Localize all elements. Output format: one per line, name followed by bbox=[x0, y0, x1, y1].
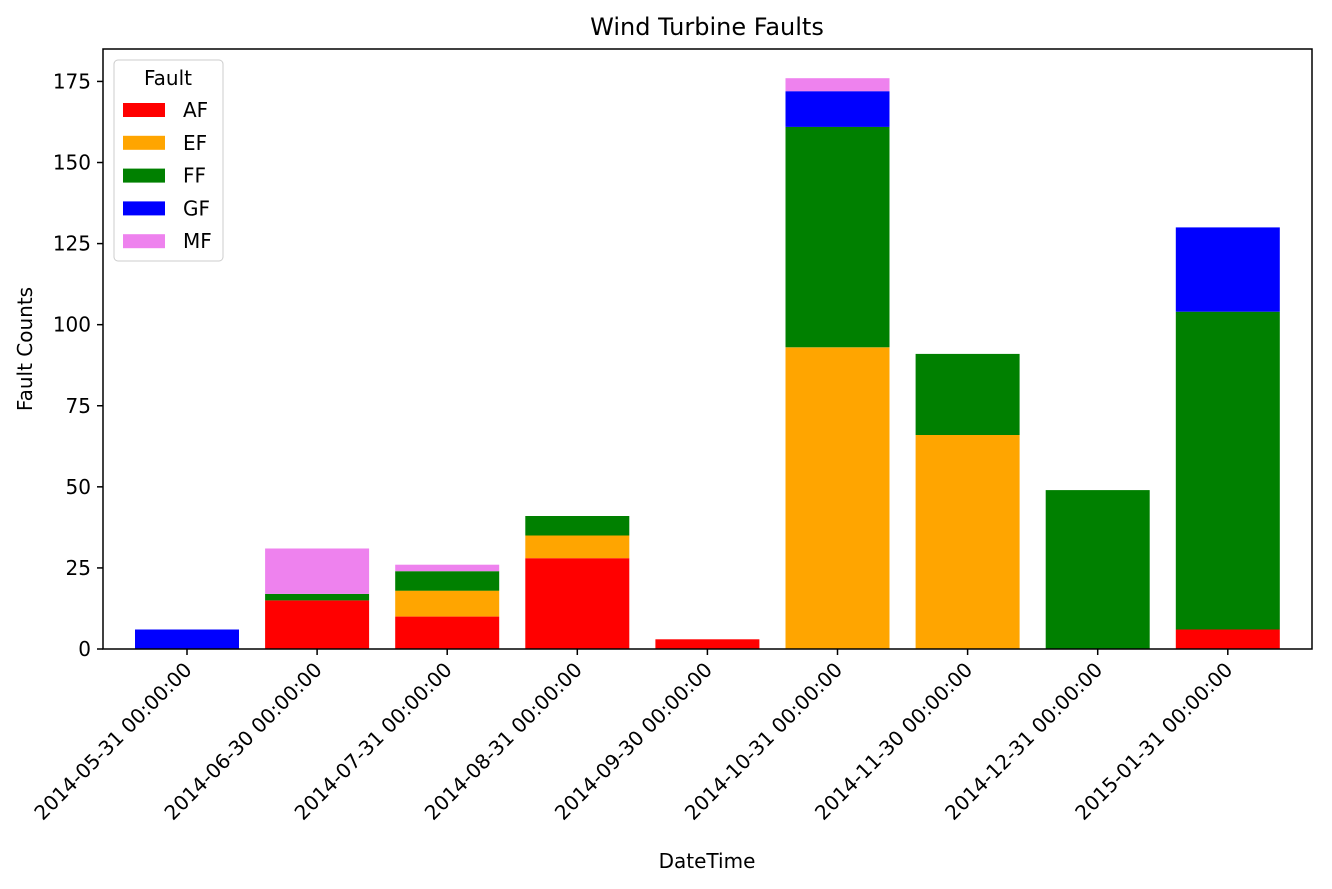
bar-gf-5 bbox=[785, 91, 890, 127]
bar-ff-3 bbox=[525, 516, 630, 536]
bar-ef-5 bbox=[785, 347, 890, 649]
y-tick-label: 125 bbox=[53, 232, 91, 256]
bar-gf-8 bbox=[1175, 227, 1280, 312]
legend-label-gf: GF bbox=[183, 196, 210, 220]
bar-mf-2 bbox=[395, 564, 500, 572]
bar-ff-5 bbox=[785, 126, 890, 348]
legend-label-mf: MF bbox=[183, 229, 212, 253]
bars-layer bbox=[135, 78, 1280, 649]
y-tick-label: 0 bbox=[78, 637, 91, 661]
y-tick-label: 100 bbox=[53, 313, 91, 337]
y-tick-label: 25 bbox=[66, 556, 91, 580]
bar-af-8 bbox=[1175, 629, 1280, 649]
plot-frame bbox=[102, 48, 1313, 650]
bar-af-1 bbox=[265, 600, 370, 649]
legend-swatch-gf bbox=[123, 201, 165, 216]
bar-ef-2 bbox=[395, 590, 500, 617]
bar-ff-7 bbox=[1045, 490, 1150, 649]
legend-swatch-ef bbox=[123, 135, 165, 150]
legend-swatch-mf bbox=[123, 234, 165, 249]
bar-af-2 bbox=[395, 616, 500, 649]
bar-ff-1 bbox=[265, 593, 370, 601]
bar-ef-6 bbox=[915, 434, 1020, 649]
legend-title: Fault bbox=[144, 66, 192, 90]
bar-ff-2 bbox=[395, 571, 500, 591]
chart-title: Wind Turbine Faults bbox=[590, 13, 824, 41]
legend-swatch-ff bbox=[123, 168, 165, 183]
x-axis-label: DateTime bbox=[659, 849, 756, 873]
y-tick-label: 150 bbox=[53, 151, 91, 175]
bar-gf-0 bbox=[135, 629, 239, 649]
legend-label-af: AF bbox=[183, 98, 208, 122]
y-axis: 0 25 50 75 100 125 150 175 bbox=[53, 69, 103, 661]
legend-swatch-af bbox=[123, 103, 165, 117]
bar-af-3 bbox=[525, 558, 630, 649]
bar-ef-3 bbox=[525, 535, 630, 559]
bar-ff-8 bbox=[1175, 311, 1280, 630]
legend: Fault AF EF FF GF MF bbox=[113, 59, 224, 262]
legend-label-ff: FF bbox=[183, 164, 206, 188]
bar-mf-5 bbox=[785, 78, 890, 92]
bar-ff-6 bbox=[915, 353, 1020, 435]
y-tick-label: 75 bbox=[66, 394, 91, 418]
y-axis-label: Fault Counts bbox=[13, 287, 37, 411]
y-tick-label: 175 bbox=[53, 69, 91, 93]
bar-mf-1 bbox=[265, 548, 370, 594]
bar-af-4 bbox=[655, 639, 760, 649]
y-tick-label: 50 bbox=[66, 475, 91, 499]
legend-label-ef: EF bbox=[183, 131, 207, 155]
